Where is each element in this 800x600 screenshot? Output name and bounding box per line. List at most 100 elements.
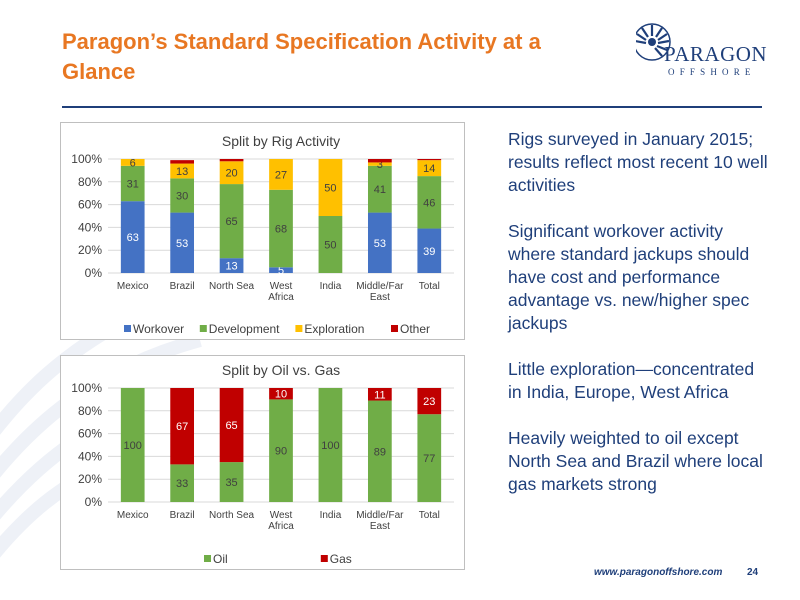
commentary-item: Heavily weighted to oil except North Sea… <box>508 428 763 494</box>
commentary-item: Rigs surveyed in January 2015; results r… <box>508 129 768 195</box>
bar-segment <box>120 165 145 202</box>
x-tick-label: West <box>270 281 293 292</box>
x-tick-label: Total <box>419 281 440 292</box>
x-tick-label: Brazil <box>170 510 195 521</box>
x-tick-label: India <box>320 281 342 292</box>
bar-segment <box>170 388 195 465</box>
bar-segment <box>417 228 442 273</box>
header-divider <box>62 106 762 108</box>
x-tick-label: North Sea <box>209 281 254 292</box>
legend-swatch <box>124 325 131 332</box>
bar-segment <box>417 160 442 177</box>
data-label: 35 <box>225 477 237 489</box>
bar-segment <box>120 159 145 166</box>
bar-segment <box>170 178 195 213</box>
data-label: 14 <box>423 163 435 175</box>
data-label: 50 <box>324 240 336 252</box>
bar-segment <box>120 388 145 502</box>
bar-segment <box>367 388 392 401</box>
y-tick-label: 20% <box>78 472 102 486</box>
paragon-logo-icon <box>636 23 671 61</box>
bar-segment <box>170 464 195 502</box>
y-tick-label: 80% <box>78 404 102 418</box>
data-label: 67 <box>176 421 188 433</box>
page-number: 24 <box>747 567 759 578</box>
bar-segment <box>417 414 442 502</box>
bar-segment <box>219 462 244 502</box>
bar-segment <box>219 388 244 463</box>
x-tick-label: India <box>320 510 342 521</box>
data-label: 46 <box>423 197 435 209</box>
data-label: 63 <box>127 232 139 244</box>
page-title: Paragon’s Standard Specification Activit… <box>62 29 541 84</box>
data-label: 100 <box>124 440 142 452</box>
data-label: 6 <box>130 157 136 169</box>
bar-segment <box>219 184 244 259</box>
data-label: 30 <box>176 190 188 202</box>
data-label: 90 <box>275 446 287 458</box>
commentary-panel: Rigs surveyed in January 2015; results r… <box>508 128 768 519</box>
x-tick-label: North Sea <box>209 510 254 521</box>
data-label: 11 <box>374 389 385 401</box>
x-tick-label: Middle/Far <box>356 510 404 521</box>
x-tick-label: Total <box>419 510 440 521</box>
data-label: 33 <box>176 478 188 490</box>
bar-segment <box>269 388 293 400</box>
y-tick-label: 80% <box>78 175 102 189</box>
data-label: 39 <box>423 246 435 258</box>
bar-segment <box>318 159 343 216</box>
data-label: 27 <box>275 169 287 181</box>
legend-label: Gas <box>330 552 352 566</box>
legend-label: Workover <box>133 322 184 336</box>
legend-label: Oil <box>213 552 228 566</box>
data-label: 65 <box>225 216 237 228</box>
rig-activity-chart-svg: Split by Rig Activity 0% 20% 40% 60% 80% 100% 6… <box>71 133 454 336</box>
bar-segment <box>417 159 442 161</box>
data-label: 3 <box>377 159 383 171</box>
oil-gas-chart-svg: Split by Oil vs. Gas 0% 20% 40% 60% 80% 100% 10… <box>71 362 454 566</box>
data-label: 68 <box>275 224 287 236</box>
y-tick-label: 40% <box>78 220 102 234</box>
bar-segment <box>269 399 293 502</box>
bar-segment <box>318 388 343 502</box>
x-tick-label: East <box>370 292 390 303</box>
legend-swatch <box>391 325 398 332</box>
data-label: 23 <box>423 396 435 408</box>
y-tick-label: 0% <box>85 495 103 509</box>
data-label: 41 <box>374 184 386 196</box>
legend-swatch <box>199 325 207 332</box>
data-label: 77 <box>423 453 435 465</box>
data-label: 20 <box>225 168 237 180</box>
legend-swatch <box>204 555 211 562</box>
x-tick-label: Africa <box>268 521 294 532</box>
y-tick-label: 60% <box>78 198 102 212</box>
y-tick-label: 100% <box>71 381 102 395</box>
bar-segment <box>318 216 343 273</box>
x-tick-label: Middle/Far <box>356 281 404 292</box>
rig-activity-chart: Split by Rig Activity 0% 20% 40% 60% 80% 100% 6… <box>60 122 465 340</box>
x-tick-label: East <box>370 521 390 532</box>
legend-swatch <box>320 555 328 562</box>
data-label: 10 <box>275 389 287 401</box>
data-label: 100 <box>321 440 339 452</box>
legend-label: Development <box>209 322 280 336</box>
bar-segment <box>170 163 195 179</box>
data-label: 5 <box>278 265 284 277</box>
oil-gas-chart: Split by Oil vs. Gas 0% 20% 40% 60% 80% 100% 10… <box>60 355 465 570</box>
y-tick-label: 20% <box>78 243 102 257</box>
data-label: 89 <box>374 446 386 458</box>
bar-segment <box>417 176 442 229</box>
y-tick-label: 0% <box>85 266 103 280</box>
x-tick-label: Africa <box>268 292 294 303</box>
bar-segment <box>120 201 145 273</box>
bar-segment <box>367 400 392 502</box>
bar-segment <box>219 159 244 162</box>
x-tick-label: West <box>270 510 293 521</box>
logo-subtext: OFFSHORE <box>668 67 756 77</box>
bar-segment <box>417 388 442 415</box>
commentary-item: Little exploration—concentrated in India… <box>508 359 755 402</box>
bar-segment <box>269 189 293 268</box>
bar-segment <box>367 159 392 163</box>
bar-segment <box>170 212 195 273</box>
logo-wordmark: PARAGON <box>664 42 768 66</box>
